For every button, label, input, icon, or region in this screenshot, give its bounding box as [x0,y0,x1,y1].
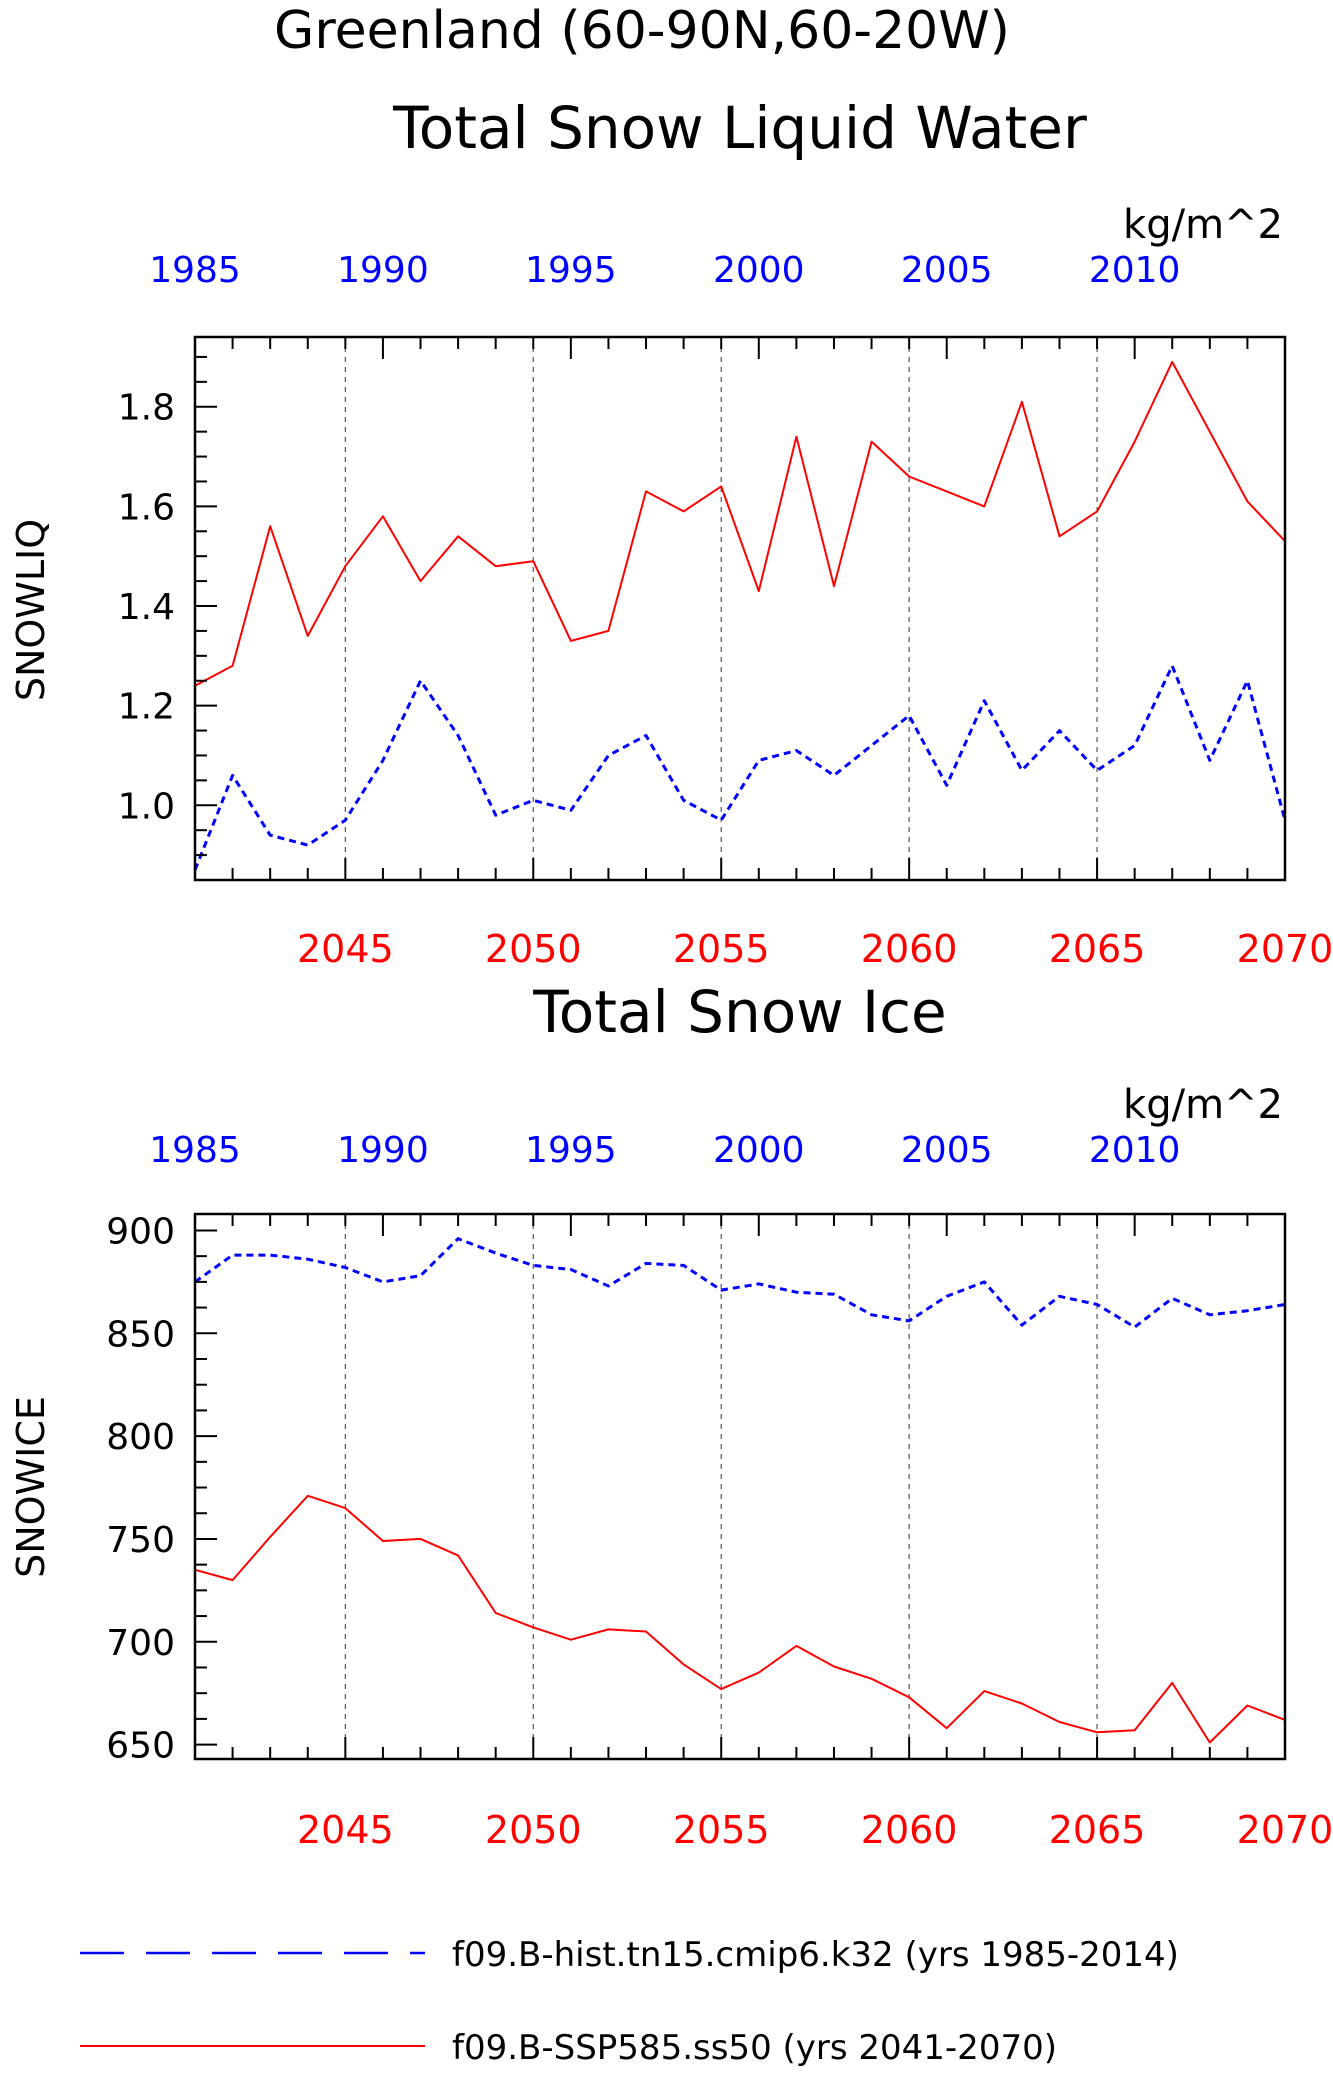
snowice-xtick-label-bottom: 2065 [1049,1808,1146,1852]
snowliq-ytick-label: 1.2 [118,687,175,728]
legend: f09.B-hist.tn15.cmip6.k32 (yrs 1985-2014… [80,1935,1179,2068]
snowice-ytick-label: 800 [106,1417,175,1458]
snowliq-ytick-label: 1.4 [118,587,175,628]
snowice-series-ssp585 [194,1494,1286,1744]
snowice-xtick-label-top: 1995 [525,1130,617,1171]
snowice-xtick-label-bottom: 2060 [861,1808,958,1852]
snowice-xtick-label-top: 1990 [337,1130,429,1171]
snowliq-plot-frame [193,335,1287,882]
snowliq-xtick-label-top: 1985 [149,250,241,291]
snowice-xtick-label-top: 1985 [149,1130,241,1171]
snowice-panel: Total Snow Ice kg/m^2 SNOWICE 2045 2050 20… [9,978,1333,1852]
snowice-xtick-label-top: 2005 [901,1130,993,1171]
snowliq-xtick-label-bottom: 2055 [673,927,770,971]
snowliq-xtick-label-bottom: 2065 [1049,927,1146,971]
snowice-xtick-label-top: 2010 [1089,1130,1181,1171]
snowliq-panel: Total Snow Liquid Water kg/m^2 SNOWLIQ 2… [9,94,1333,971]
snowice-ytick-label: 650 [106,1726,175,1767]
snowliq-xtick-label-top: 1990 [337,250,429,291]
legend-hist-label: f09.B-hist.tn15.cmip6.k32 (yrs 1985-2014… [452,1935,1179,1975]
snowliq-series-hist [193,664,1287,871]
snowliq-series-ssp585 [194,360,1286,687]
snowice-plot-frame [193,1212,1287,1761]
snowice-xtick-label-bottom: 2070 [1237,1808,1333,1852]
snowice-ylabel: SNOWICE [9,1396,53,1578]
snowliq-xtick-label-top: 2010 [1089,250,1181,291]
snowice-ytick-label: 700 [106,1623,175,1664]
snowliq-xtick-label-bottom: 2070 [1237,927,1333,971]
snowliq-ytick-label: 1.0 [118,786,175,827]
snowliq-xtick-label-top: 2000 [713,250,805,291]
snowice-title: Total Snow Ice [532,978,947,1046]
snowice-xtick-label-top: 2000 [713,1130,805,1171]
snowice-ytick-label: 750 [106,1520,175,1561]
snowliq-title: Total Snow Liquid Water [392,94,1087,162]
snowice-series-hist [194,1237,1286,1329]
snowliq-xtick-label-bottom: 2060 [861,927,958,971]
snowice-ytick-label: 850 [106,1314,175,1355]
snowliq-xtick-label-top: 1995 [525,250,617,291]
figure-title: Greenland (60-90N,60-20W) [274,1,1010,61]
snowliq-ylabel: SNOWLIQ [9,519,53,701]
snowliq-ytick-label: 1.6 [118,487,175,528]
snowliq-units: kg/m^2 [1123,202,1283,248]
snowliq-ytick-label: 1.8 [118,388,175,429]
snowice-xtick-label-bottom: 2050 [485,1808,582,1852]
snowice-xtick-label-bottom: 2055 [673,1808,770,1852]
snowice-units: kg/m^2 [1123,1082,1283,1128]
snowliq-xtick-label-bottom: 2045 [297,927,394,971]
snowice-xtick-label-bottom: 2045 [297,1808,394,1852]
snowliq-xtick-label-bottom: 2050 [485,927,582,971]
snowliq-xtick-label-top: 2005 [901,250,993,291]
legend-ssp-label: f09.B-SSP585.ss50 (yrs 2041-2070) [452,2028,1057,2068]
snowice-ytick-label: 900 [106,1211,175,1252]
